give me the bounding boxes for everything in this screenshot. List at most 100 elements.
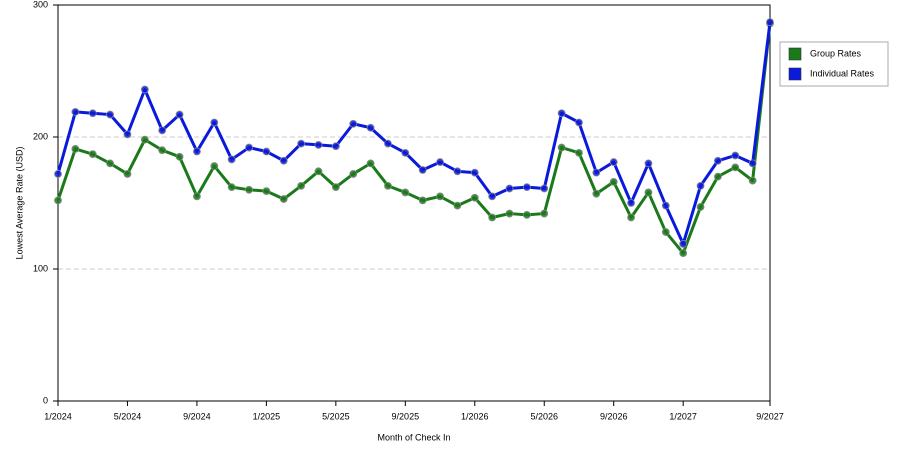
point [488,213,497,222]
point [106,110,114,119]
point [436,158,444,166]
legend-swatch [788,67,802,81]
point [54,196,62,205]
point [349,119,358,128]
point [366,123,375,132]
point [731,163,740,172]
point [297,181,306,190]
point [262,147,271,156]
point [453,201,462,210]
point [175,152,184,161]
x-tick-label: 1/2027 [669,411,697,421]
point [331,183,340,192]
point [262,187,271,196]
point [175,110,184,119]
point [418,166,427,174]
point [210,118,219,127]
y-axis-title: Lowest Average Rate (USD) [14,147,24,260]
point [210,162,219,170]
point [106,159,114,168]
point [696,203,705,211]
point [592,189,601,198]
y-tick-label: 200 [33,131,48,141]
point [714,156,722,165]
y-tick-label: 0 [43,395,48,405]
x-tick-label: 9/2024 [183,411,211,421]
point [123,170,132,178]
y-tick-label: 100 [33,263,48,273]
point [644,159,653,168]
point [679,240,688,248]
point [71,108,80,116]
point [401,188,410,197]
point [575,118,583,127]
point [522,210,531,219]
x-tick-label: 9/2027 [756,411,784,421]
point [522,183,531,192]
x-axis-title: Month of Check In [377,432,450,442]
point [505,184,514,193]
point [140,135,149,144]
point [575,148,583,157]
point [54,170,62,178]
point [331,142,340,151]
legend-swatch [788,47,802,61]
point [245,143,253,152]
point [88,109,97,118]
x-tick-label: 1/2025 [253,411,281,421]
x-tick-label: 9/2026 [600,411,628,421]
point [766,18,774,27]
point [679,249,688,258]
point [488,192,497,201]
series-line [56,23,772,255]
point [384,139,392,148]
point [627,213,635,222]
point [592,168,601,177]
point [88,150,97,159]
legend-label: Individual Rates [810,68,875,78]
point [557,143,566,152]
y-tick-label: 300 [33,0,48,9]
point [627,199,635,207]
x-tick-label: 1/2026 [461,411,489,421]
point [731,151,740,160]
point [245,185,253,194]
point [279,195,288,203]
point [193,192,201,201]
point [279,156,288,165]
x-tick-label: 5/2026 [530,411,558,421]
legend-label: Group Rates [810,48,862,58]
point [696,181,705,190]
point [557,109,566,118]
point [384,181,392,190]
point [661,201,670,210]
point [470,168,479,177]
point [123,130,132,139]
x-tick-label: 1/2024 [44,411,72,421]
point [140,85,149,94]
point [436,192,444,201]
point [540,209,549,218]
point [401,148,410,157]
point [453,167,462,176]
point [609,177,618,186]
point [193,147,201,156]
x-tick-label: 5/2024 [114,411,142,421]
point [314,167,323,176]
point [158,146,167,155]
point [661,228,670,236]
point [418,196,427,205]
point [297,139,306,148]
point [227,183,236,192]
point [609,158,618,166]
point [505,209,514,218]
point [748,176,757,185]
point [540,184,549,193]
x-tick-label: 9/2025 [392,411,420,421]
point [470,193,479,202]
point [366,159,375,168]
point [158,126,167,135]
point [71,144,80,153]
point [349,170,358,178]
